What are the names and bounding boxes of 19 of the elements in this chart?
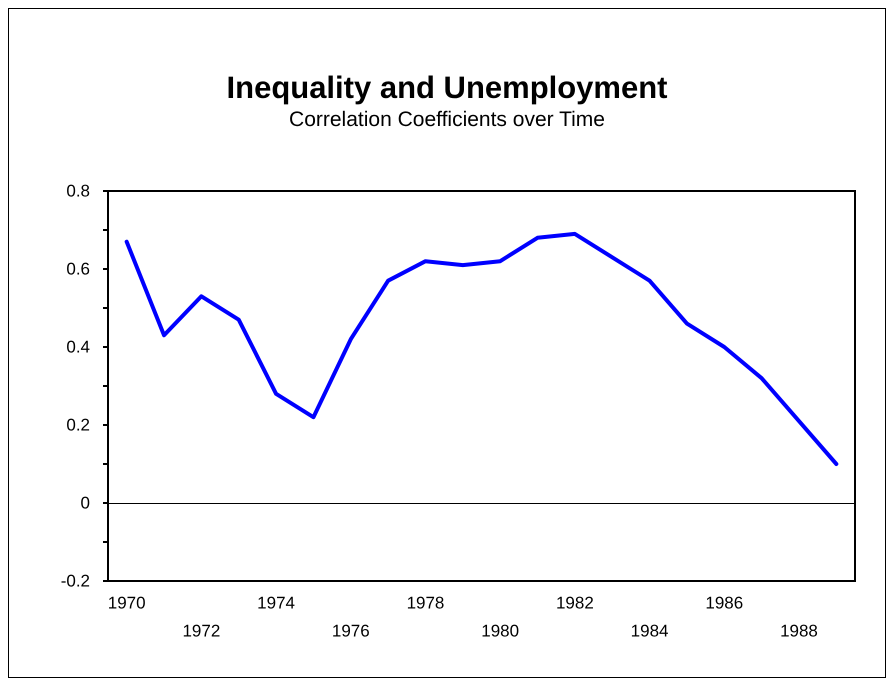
x-tick-label: 1986 [705,594,744,612]
y-tick-label: 0.2 [66,416,90,434]
chart-subtitle: Correlation Coefficients over Time [289,108,605,131]
y-tick-label: 0.8 [66,182,90,200]
x-tick-label: 1980 [481,622,520,640]
y-tick-label: 0.6 [66,260,90,278]
x-tick-label: 1984 [630,622,668,640]
x-tick-label: 1974 [257,594,295,612]
x-tick-label: 1972 [182,622,220,640]
x-tick-label: 1970 [108,594,146,612]
chart-title: Inequality and Unemployment [226,70,668,105]
x-tick-label: 1978 [406,594,444,612]
y-tick-label: 0 [80,494,90,512]
y-tick-label: 0.4 [66,338,90,356]
y-tick-label: -0.2 [60,572,90,590]
line-series [124,232,838,466]
x-tick-label: 1982 [556,594,594,612]
x-tick-label: 1976 [332,622,370,640]
x-tick-label: 1988 [780,622,818,640]
